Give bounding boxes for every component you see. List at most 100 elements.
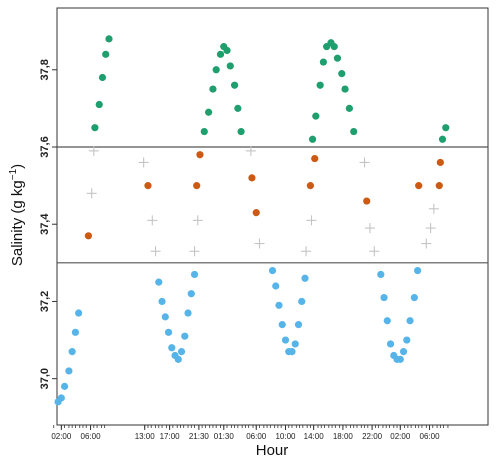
data-point (312, 112, 320, 120)
x-tick-label: 14:00 (304, 432, 325, 441)
data-point (223, 46, 231, 55)
data-point (190, 270, 199, 279)
y-axis-label: Salinity (g kg−1) (8, 164, 26, 266)
data-point (75, 309, 83, 317)
x-tick-label: 21:30 (189, 432, 210, 441)
data-point (333, 54, 342, 62)
x-tick-label: 06:00 (420, 432, 441, 441)
data-points (54, 35, 450, 406)
cross-marker (421, 238, 432, 249)
x-axis: 02:00 06:00 13:00 17:00 21:30 01:30 06:00 10:00… (51, 425, 449, 441)
cross-marker (86, 188, 97, 199)
x-tick-label: 10:00 (275, 432, 296, 441)
data-point (301, 274, 309, 282)
data-point (230, 81, 239, 89)
data-point (268, 266, 277, 275)
data-point (177, 348, 186, 356)
data-point (319, 58, 327, 66)
y-axis-label-exponent: −1 (8, 168, 19, 180)
data-point (345, 104, 353, 112)
x-tick-label: 06:00 (246, 432, 267, 441)
threshold-lines (57, 146, 488, 264)
data-point (363, 197, 371, 205)
data-point (68, 348, 76, 356)
data-point (168, 344, 176, 352)
data-point (187, 290, 195, 298)
data-point (102, 50, 110, 58)
data-point (237, 127, 245, 136)
data-point (316, 81, 324, 89)
y-tick-label: 37,4 (39, 213, 51, 235)
data-point (200, 127, 208, 136)
data-point (84, 232, 93, 240)
data-point (308, 135, 317, 143)
data-point (234, 104, 242, 112)
data-point (311, 154, 319, 163)
x-tick-label: 02:00 (51, 432, 72, 441)
data-point (435, 182, 443, 190)
cross-marker (301, 246, 312, 257)
data-point (105, 35, 113, 43)
data-point (272, 282, 280, 290)
data-point (414, 266, 422, 275)
data-point (306, 182, 315, 190)
y-tick-label: 37,0 (39, 368, 51, 389)
data-point (399, 348, 408, 356)
data-point (281, 336, 290, 344)
data-point (164, 328, 173, 336)
cross-marker (306, 215, 317, 226)
data-point (91, 124, 99, 132)
y-tick-label: 37,2 (39, 291, 51, 312)
data-point (181, 332, 189, 340)
data-point (380, 293, 388, 302)
data-point (436, 158, 444, 167)
data-point (341, 85, 349, 93)
cross-marker (189, 246, 200, 257)
data-point (95, 100, 103, 109)
data-point (278, 321, 286, 329)
x-axis-label: Hour (256, 442, 289, 459)
data-point (291, 340, 299, 348)
data-point (396, 355, 404, 363)
data-point (174, 355, 182, 363)
x-tick-label: 18:00 (333, 432, 354, 441)
y-axis-label-close: ) (9, 164, 26, 169)
data-point (275, 301, 283, 309)
data-point (410, 293, 418, 302)
data-point (71, 328, 80, 336)
cross-marker (369, 246, 380, 257)
y-tick-label: 37,6 (39, 136, 51, 157)
data-point (60, 382, 69, 390)
x-tick-label: 22:00 (362, 432, 383, 441)
data-point (209, 85, 217, 93)
cross-marker (364, 223, 375, 234)
cross-marker (150, 246, 161, 257)
data-point (196, 151, 204, 159)
x-tick-label: 17:00 (160, 432, 181, 441)
cross-marker (147, 215, 158, 226)
data-point (248, 174, 256, 182)
data-point (144, 182, 152, 190)
data-point (288, 348, 296, 356)
data-point (57, 394, 65, 402)
data-point (184, 309, 192, 317)
data-point (350, 127, 358, 136)
data-point (386, 340, 395, 348)
data-point (161, 313, 169, 321)
data-point (155, 278, 163, 286)
data-point (330, 43, 338, 51)
x-tick-label: 13:00 (135, 432, 156, 441)
data-point (338, 70, 346, 78)
data-point (226, 62, 234, 70)
cross-marker (138, 157, 149, 168)
x-tick-label: 01:30 (214, 432, 235, 441)
data-point (294, 321, 303, 329)
y-axis: 37,0 37,2 37,4 37,6 37,8 (39, 59, 57, 389)
data-point (442, 124, 450, 132)
data-point (298, 297, 306, 306)
cross-marker (254, 238, 265, 249)
data-point (438, 135, 447, 143)
data-point (252, 209, 260, 217)
data-point (193, 182, 201, 190)
y-axis-label-main: Salinity (g kg (9, 180, 26, 266)
